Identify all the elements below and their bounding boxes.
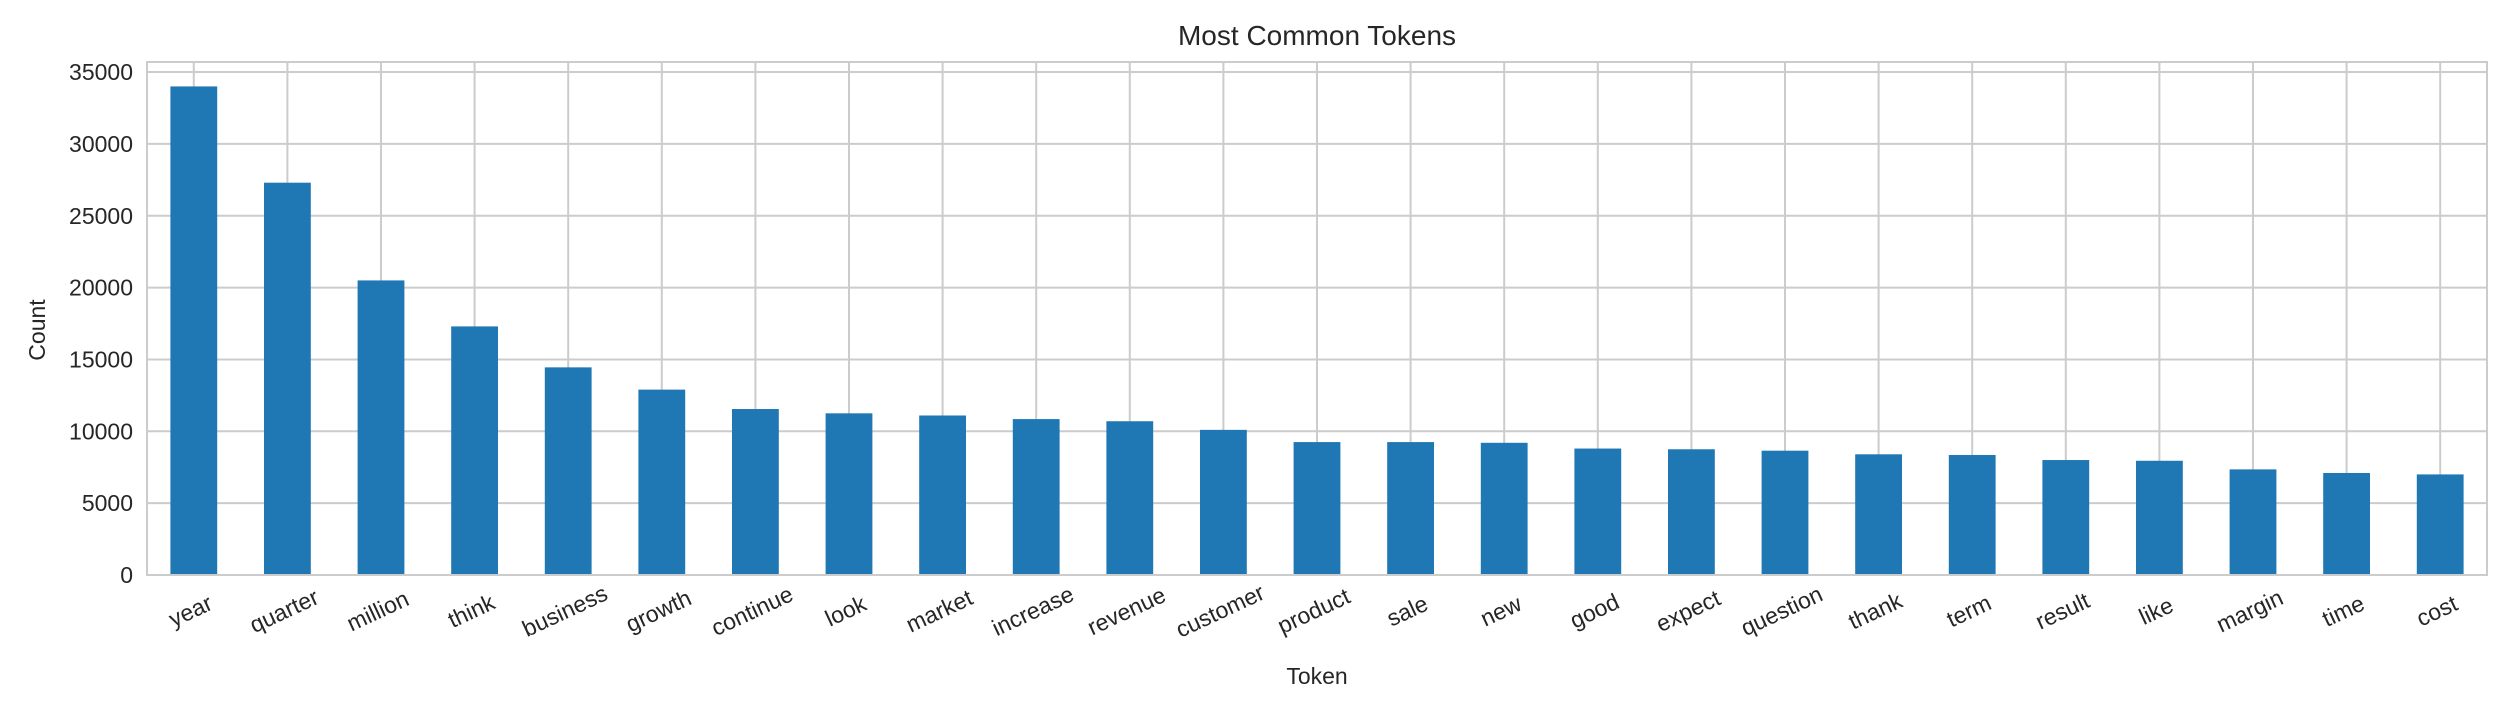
bar-million [357, 280, 405, 575]
bar-margin [2229, 469, 2277, 575]
bar-increase [1012, 419, 1060, 575]
bar-product [1293, 442, 1341, 575]
y-tick-label: 30000 [69, 131, 133, 157]
bar-expect [1668, 449, 1715, 575]
chart-title: Most Common Tokens [1178, 20, 1456, 51]
bar-quarter [264, 182, 311, 576]
y-tick-label: 10000 [69, 418, 133, 444]
bar-time [2323, 472, 2370, 575]
bar-revenue [1106, 421, 1154, 575]
y-tick-label: 20000 [69, 275, 133, 301]
bar-like [2136, 460, 2183, 575]
bars [170, 86, 2464, 576]
bar-business [544, 367, 592, 575]
bar-continue [732, 409, 779, 575]
bar-question [1761, 450, 1809, 575]
bar-result [2042, 460, 2090, 575]
plot-frame [146, 61, 2488, 576]
bar-year [170, 86, 218, 575]
y-tick-label: 5000 [82, 490, 133, 516]
y-axis-label: Count [24, 299, 50, 361]
y-tick-label: 25000 [69, 203, 133, 229]
y-tick-labels: 0 5000 10000 15000 20000 25000 30000 35000 [69, 59, 133, 588]
bar-market [919, 415, 966, 575]
bar-thank [1855, 454, 1902, 575]
bar-think [451, 326, 498, 575]
y-tick-label: 0 [120, 562, 133, 588]
y-tick-label: 15000 [69, 346, 133, 372]
bar-good [1574, 448, 1622, 575]
y-tick-label: 35000 [69, 59, 133, 85]
bar-growth [638, 389, 686, 575]
bar-look [825, 413, 873, 575]
x-axis-label: Token [1286, 663, 1347, 689]
bar-new [1480, 442, 1528, 575]
bar-cost [2416, 474, 2464, 575]
bar-term [1948, 455, 1996, 575]
bar-sale [1387, 442, 1434, 575]
bar-customer [1200, 429, 1247, 575]
